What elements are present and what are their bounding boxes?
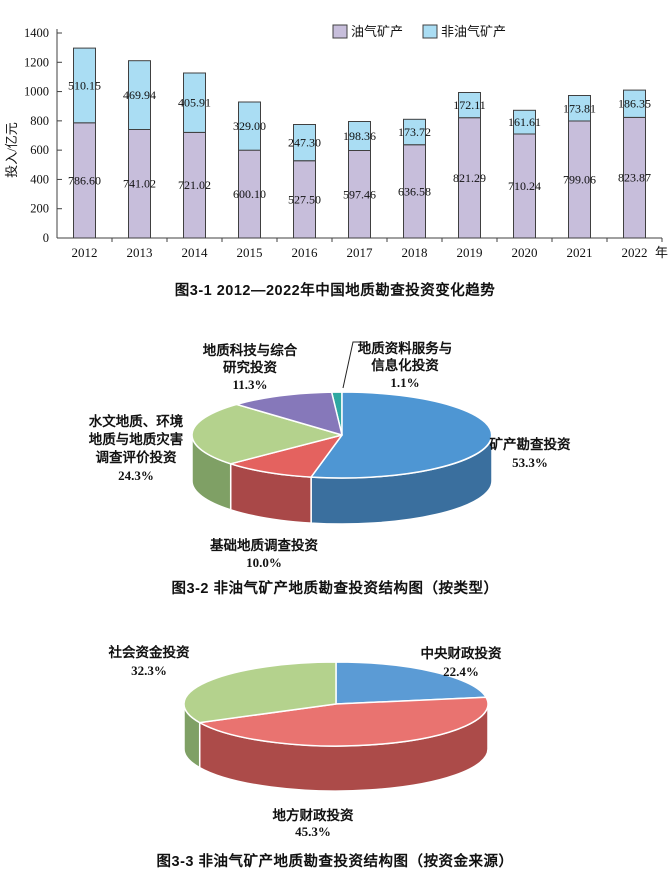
x-tick-label: 2014: [182, 245, 209, 260]
fig3-2-slice-3: [191, 403, 343, 465]
fig3-2-slice-4: [235, 391, 343, 436]
fig3-2-slice-label: 研究投资: [223, 359, 277, 375]
fig3-3-slice-pct: 32.3%: [131, 663, 167, 678]
value-label-oilgas: 786.60: [68, 173, 101, 187]
fig3-2-slice-pct: 53.3%: [512, 455, 548, 470]
fig3-2-slice-pct: 24.3%: [118, 468, 154, 483]
value-label-oilgas: 600.10: [233, 187, 266, 201]
bar-2012-nonoilgas: [73, 47, 96, 124]
x-tick-label: 2012: [72, 245, 98, 260]
fig3-2-slice-pct: 11.3%: [232, 377, 267, 392]
fig3-2-caption: 图3-2 非油气矿产地质勘查投资结构图（按类型）: [171, 581, 499, 597]
bar-2017-nonoilgas: [348, 121, 371, 151]
x-tick-label: 2013: [127, 245, 153, 260]
value-label-nonoilgas: 173.72: [398, 125, 431, 139]
value-label-nonoilgas: 161.61: [508, 115, 541, 129]
x-tick-label: 2020: [512, 245, 538, 260]
x-axis-unit-label: 年: [655, 245, 668, 260]
y-tick-label: 800: [30, 114, 49, 128]
legend-swatch-0: [332, 24, 348, 39]
bar-2020-nonoilgas: [513, 109, 536, 135]
y-tick-label: 0: [43, 231, 49, 245]
bar-2021-nonoilgas: [568, 95, 591, 122]
y-tick-label: 1400: [24, 26, 49, 40]
legend-label-0: 油气矿产: [351, 24, 403, 39]
value-label-nonoilgas: 186.35: [618, 97, 651, 111]
y-tick-label: 400: [30, 172, 49, 186]
value-label-nonoilgas: 510.15: [68, 78, 101, 92]
bar-2013-nonoilgas: [128, 60, 151, 131]
value-label-nonoilgas: 469.94: [123, 88, 156, 102]
fig3-1-bar-chart: 0 200 400 600 800 1000 1200 1400 510.15 786.60 201…: [4, 24, 668, 260]
bar-2014-nonoilgas: [183, 72, 206, 133]
bar-2018-nonoilgas: [403, 118, 426, 146]
x-tick-label: 2022: [622, 245, 648, 260]
legend-swatch-1: [422, 24, 438, 39]
bar-2016-nonoilgas: [293, 124, 316, 162]
fig3-3-caption: 图3-3 非油气矿产地质勘查投资结构图（按资金来源）: [156, 854, 514, 870]
fig3-2-slice-label: 信息化投资: [371, 357, 439, 373]
value-label-nonoilgas: 173.81: [563, 101, 596, 115]
x-tick-label: 2016: [292, 245, 319, 260]
fig3-2-slice-label: 基础地质调查投资: [210, 537, 318, 553]
value-label-oilgas: 799.06: [563, 172, 596, 186]
legend-label-1: 非油气矿产: [441, 24, 506, 39]
fig3-2-slice-2: [229, 434, 343, 478]
fig3-2-slice-label: 水文地质、环境: [89, 413, 184, 429]
fig3-2-slice-1: [310, 391, 493, 479]
y-tick-label: 600: [30, 143, 49, 157]
value-label-oilgas: 710.24: [508, 179, 541, 193]
value-label-nonoilgas: 247.30: [288, 136, 321, 150]
x-tick-label: 2018: [402, 245, 428, 260]
fig3-2-slice-label: 调查评价投资: [96, 449, 177, 465]
value-label-oilgas: 721.02: [178, 178, 211, 192]
fig3-2-slice-pct: 10.0%: [246, 555, 282, 570]
fig3-3-slice-2: [183, 661, 337, 724]
fig3-3-slice-pct: 45.3%: [295, 824, 331, 839]
value-label-oilgas: 741.02: [123, 177, 156, 191]
fig3-3-slice-pct: 22.4%: [443, 664, 479, 679]
fig3-2-slice-label: 矿产勘查投资: [490, 436, 571, 452]
fig3-3-slice-label: 地方财政投资: [273, 807, 354, 823]
value-label-oilgas: 823.87: [618, 171, 651, 185]
fig3-2-slice-label: 地质科技与综合: [203, 342, 298, 358]
fig3-3-slice-label: 中央财政投资: [421, 645, 502, 661]
value-label-nonoilgas: 405.91: [178, 96, 211, 110]
fig3-2-slice-pct: 1.1%: [390, 375, 419, 390]
y-tick-label: 1000: [24, 85, 49, 99]
value-label-nonoilgas: 172.11: [453, 98, 486, 112]
bar-2022-nonoilgas: [623, 89, 646, 118]
x-tick-label: 2019: [457, 245, 483, 260]
fig3-3-slice-1: [198, 696, 489, 747]
value-label-oilgas: 821.29: [453, 171, 486, 185]
value-label-nonoilgas: 329.00: [233, 119, 266, 133]
value-label-oilgas: 527.50: [288, 192, 321, 206]
y-tick-label: 1200: [24, 55, 49, 69]
x-tick-label: 2017: [347, 245, 374, 260]
value-label-oilgas: 597.46: [343, 187, 376, 201]
y-axis-title: 投入/亿元: [4, 122, 19, 178]
value-label-oilgas: 636.58: [398, 184, 431, 198]
fig3-2-leader-line: [342, 341, 366, 389]
y-tick-label: 200: [30, 202, 49, 216]
fig3-3-slice-label: 社会资金投资: [108, 644, 190, 660]
value-label-nonoilgas: 198.36: [343, 129, 376, 143]
bar-2015-nonoilgas: [238, 101, 261, 151]
x-tick-label: 2015: [237, 245, 263, 260]
fig3-2-slice-label: 地质资料服务与: [358, 340, 453, 356]
fig3-2-slice-label: 地质与地质灾害: [89, 431, 184, 447]
bar-2019-nonoilgas: [458, 92, 481, 119]
fig3-3-slice-0: [335, 661, 487, 705]
x-tick-label: 2021: [567, 245, 593, 260]
fig3-1-caption: 图3-1 2012—2022年中国地质勘查投资变化趋势: [174, 283, 496, 299]
